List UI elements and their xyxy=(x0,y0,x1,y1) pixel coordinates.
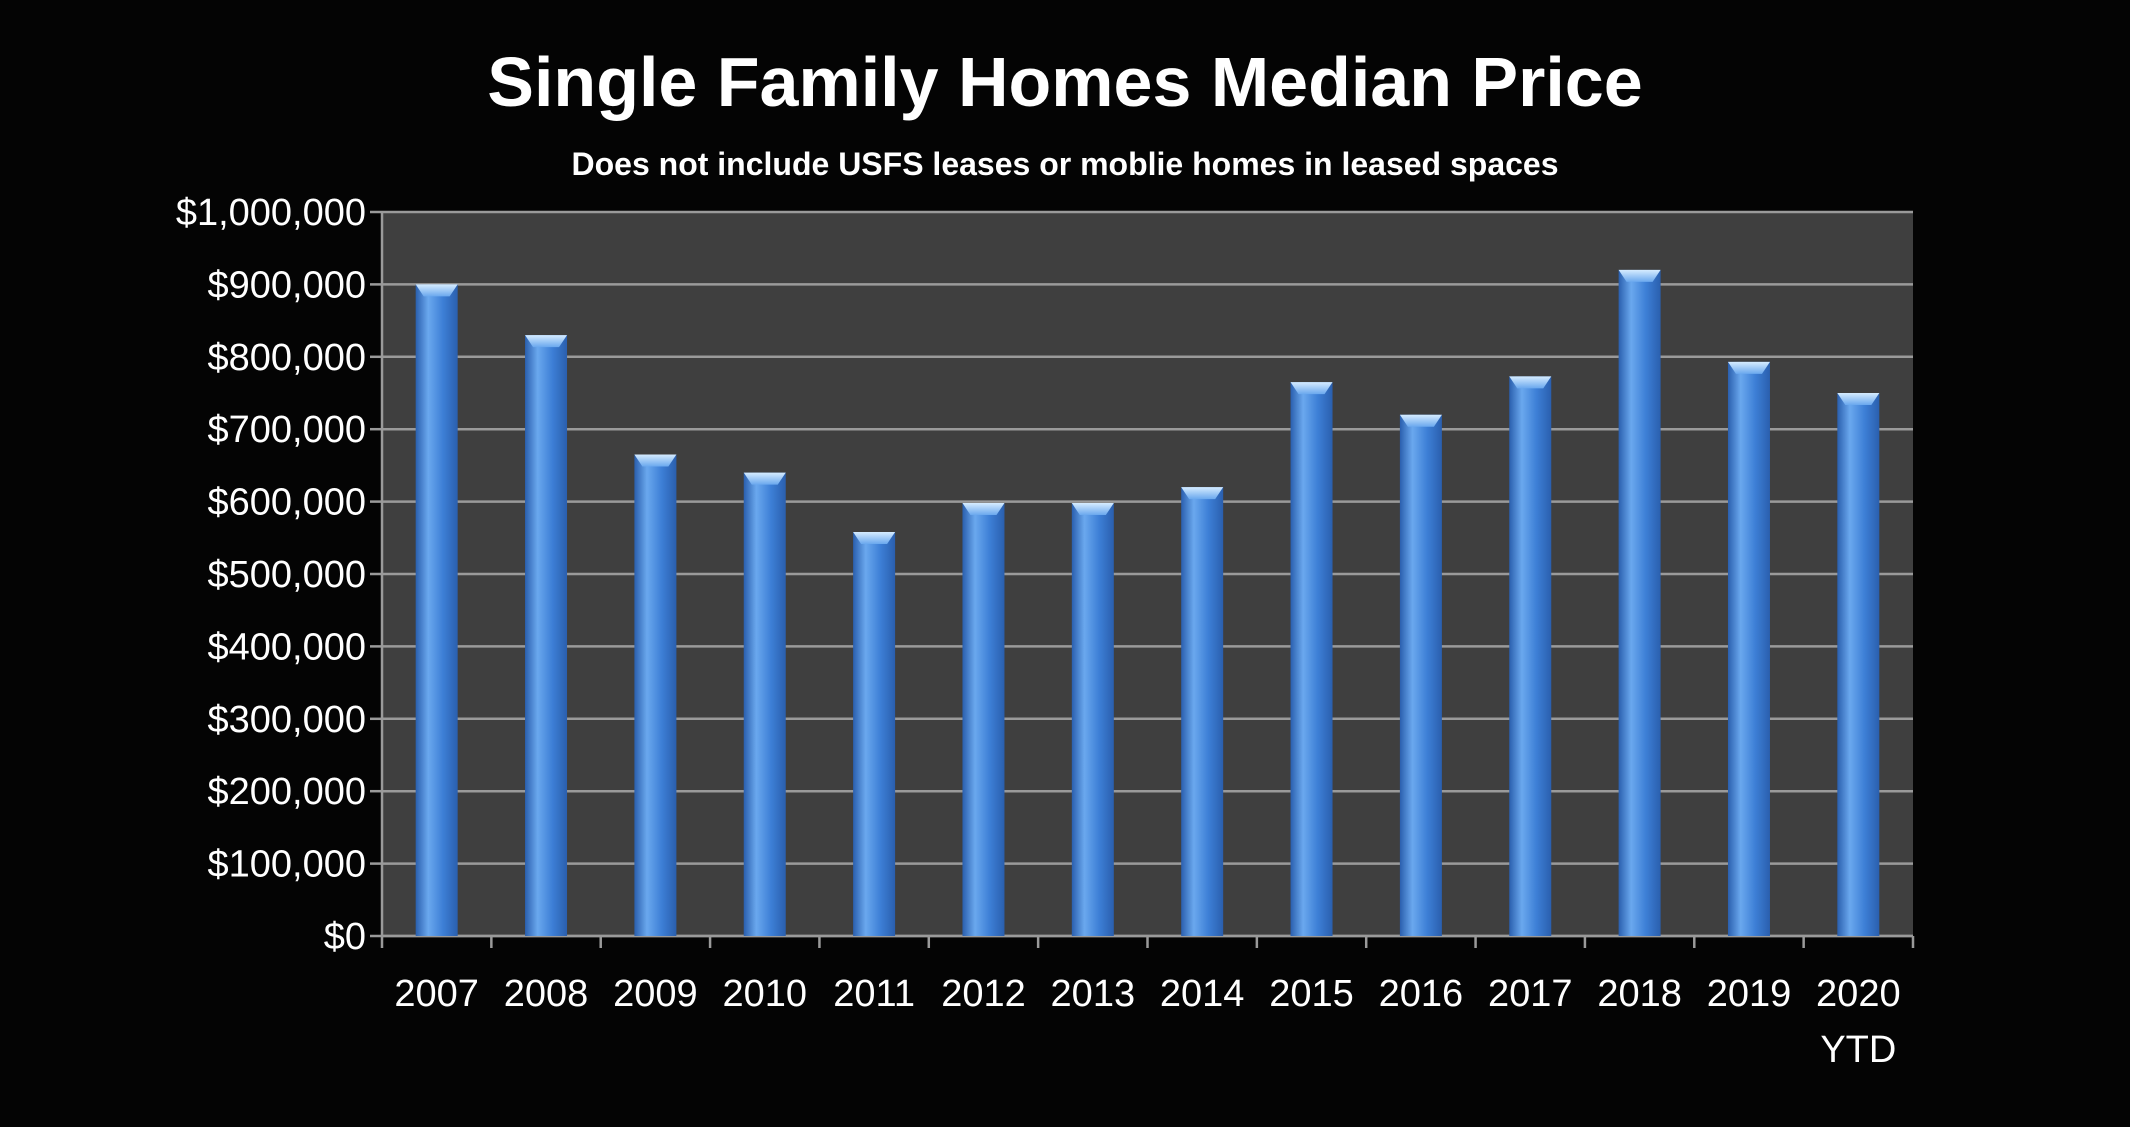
bar-highlight xyxy=(525,335,568,348)
bar xyxy=(1290,382,1333,936)
bar xyxy=(1181,487,1224,936)
bar-highlight xyxy=(743,472,786,485)
x-tick-label: 2015 xyxy=(1269,973,1354,1015)
x-tick-label: 2010 xyxy=(722,973,807,1015)
x-tick-label: 2016 xyxy=(1379,973,1464,1015)
chart-title: Single Family Homes Median Price xyxy=(487,43,1643,121)
bar-highlight xyxy=(634,454,677,467)
x-tick-label: 2007 xyxy=(394,973,479,1015)
bar xyxy=(743,472,786,936)
bar-highlight xyxy=(1290,382,1333,395)
x-tick-label: 2014 xyxy=(1160,973,1245,1015)
y-tick-label: $500,000 xyxy=(208,554,367,596)
x-tick-label: 2009 xyxy=(613,973,698,1015)
bar xyxy=(1509,376,1552,936)
y-tick-label: $700,000 xyxy=(208,409,367,451)
y-tick-label: $200,000 xyxy=(208,771,367,813)
y-tick-label: $0 xyxy=(324,916,366,958)
bar-highlight xyxy=(1837,393,1880,405)
bar-highlight xyxy=(1618,269,1661,282)
y-tick-label: $300,000 xyxy=(208,699,367,741)
bar xyxy=(853,532,896,936)
y-tick-label: $1,000,000 xyxy=(176,192,366,234)
x-tick-label: 2018 xyxy=(1597,973,1682,1015)
chart-subtitle: Does not include USFS leases or moblie h… xyxy=(571,146,1559,182)
bar-highlight xyxy=(962,503,1005,516)
bar xyxy=(1727,361,1770,936)
bar xyxy=(1071,503,1114,936)
bar xyxy=(415,284,458,936)
bar-highlight xyxy=(1727,361,1770,374)
x-tick-label: 2019 xyxy=(1707,973,1792,1015)
y-tick-label: $100,000 xyxy=(208,844,367,886)
bar-highlight xyxy=(853,532,896,545)
bar xyxy=(1837,393,1880,936)
y-tick-label: $900,000 xyxy=(208,264,367,306)
y-tick-label: $600,000 xyxy=(208,482,367,524)
bar-highlight xyxy=(415,284,458,297)
bar-highlight xyxy=(1399,414,1442,427)
x-tick-label: 2020 YTD xyxy=(1816,973,1901,1071)
x-tick-label: 2008 xyxy=(504,973,589,1015)
bar-highlight xyxy=(1071,503,1114,516)
x-tick-label: 2012 xyxy=(941,973,1026,1015)
bar xyxy=(1618,269,1661,936)
x-tick-label: 2011 xyxy=(833,973,915,1015)
y-tick-label: $400,000 xyxy=(208,626,367,668)
bar-highlight xyxy=(1181,487,1224,500)
bar xyxy=(1399,414,1442,937)
bar xyxy=(962,503,1005,936)
x-tick-label: 2013 xyxy=(1051,973,1136,1015)
x-tick-label: 2017 xyxy=(1488,973,1573,1015)
bar xyxy=(525,335,568,937)
bar-highlight xyxy=(1509,376,1552,389)
bar xyxy=(634,454,677,936)
y-tick-label: $800,000 xyxy=(208,337,367,379)
